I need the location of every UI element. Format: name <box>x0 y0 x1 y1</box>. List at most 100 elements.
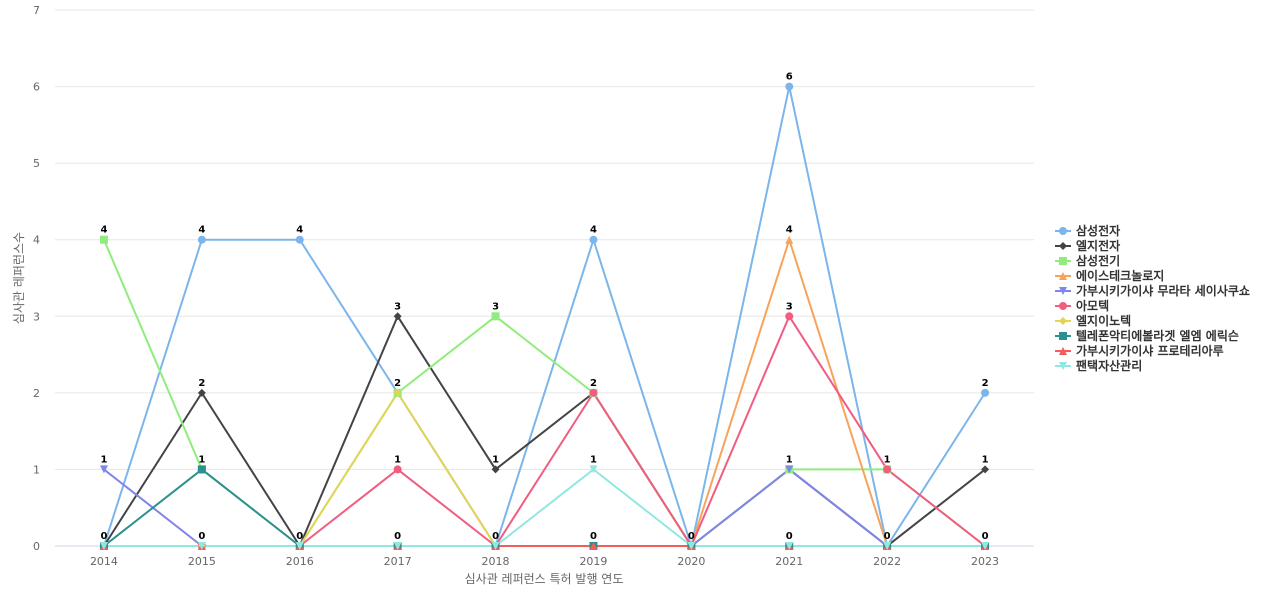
legend-item-label: 엘지전자 <box>1076 238 1120 253</box>
x-tick-label: 2023 <box>971 555 999 568</box>
x-tick-label: 2022 <box>873 555 901 568</box>
legend-marker <box>1059 242 1067 250</box>
data-point-marker <box>589 388 598 397</box>
data-label: 3 <box>394 301 401 312</box>
data-label: 2 <box>590 378 597 389</box>
data-label: 4 <box>296 225 303 236</box>
legend-item-label: 아모텍 <box>1076 298 1109 313</box>
data-point-marker <box>295 542 304 550</box>
data-label: 0 <box>492 531 499 542</box>
y-tick-label: 1 <box>33 463 40 476</box>
data-point-marker <box>295 235 304 244</box>
data-label: 1 <box>394 454 401 465</box>
legend-item-label: 텔레폰악티에볼라겟 엘엠 에릭슨 <box>1076 328 1239 343</box>
legend-marker <box>1059 272 1067 280</box>
legend-item-label: 에이스테크놀로지 <box>1076 268 1164 283</box>
data-label: 1 <box>982 454 989 465</box>
data-point-marker <box>687 542 696 550</box>
y-tick-label: 3 <box>33 310 40 323</box>
x-tick-label: 2014 <box>90 555 118 568</box>
data-point-marker <box>785 312 794 321</box>
data-label: 1 <box>884 454 891 465</box>
data-label: 0 <box>100 531 107 542</box>
legend-marker <box>1059 302 1067 310</box>
legend-item-label: 삼성전자 <box>1076 223 1120 238</box>
data-point-marker <box>491 465 500 474</box>
data-point-marker <box>197 465 206 474</box>
data-label: 1 <box>100 454 107 465</box>
data-point-marker <box>393 312 402 321</box>
data-point-marker <box>785 542 794 550</box>
data-point-marker <box>981 388 990 397</box>
data-label: 2 <box>198 378 205 389</box>
x-tick-label: 2015 <box>188 555 216 568</box>
legend-marker <box>1059 362 1067 370</box>
data-labels: 4 1 0 4 2 1 0 4 0 3 2 1 0 3 1 0 4 2 1 0 0 6 4 3 1 0 1 0 2 1 0 <box>100 72 988 542</box>
data-point-marker <box>491 542 500 550</box>
legend-item-label: 삼성전기 <box>1076 253 1120 268</box>
x-axis-ticks: 2014 2015 2016 2017 2018 2019 2020 2021 2022 2023 <box>90 555 999 568</box>
data-point-marker <box>981 465 990 474</box>
data-label: 4 <box>590 225 597 236</box>
data-label: 3 <box>786 301 793 312</box>
data-point-marker <box>393 542 402 550</box>
y-tick-label: 5 <box>33 157 40 170</box>
data-point-marker <box>393 388 402 397</box>
data-label: 1 <box>198 454 205 465</box>
legend-marker <box>1059 287 1067 295</box>
data-point-marker <box>785 82 794 91</box>
data-point-marker <box>589 235 598 244</box>
data-label: 6 <box>786 72 793 83</box>
data-label: 2 <box>394 378 401 389</box>
x-tick-label: 2016 <box>286 555 314 568</box>
legend-marker <box>1059 227 1067 235</box>
y-axis-ticks: 0 1 2 3 4 5 6 7 <box>33 4 40 553</box>
legend-marker <box>1059 347 1067 355</box>
data-point-marker <box>197 542 206 550</box>
y-tick-label: 2 <box>33 387 40 400</box>
data-label: 0 <box>688 531 695 542</box>
y-tick-label: 0 <box>33 540 40 553</box>
y-tick-label: 7 <box>33 4 40 17</box>
legend-marker <box>1059 332 1067 340</box>
data-label: 0 <box>296 531 303 542</box>
x-tick-label: 2017 <box>384 555 412 568</box>
series-line <box>102 85 986 547</box>
data-label: 4 <box>786 225 793 236</box>
data-label: 0 <box>198 531 205 542</box>
data-point-marker <box>589 542 598 550</box>
x-axis-title: 심사관 레퍼런스 특허 발행 연도 <box>465 571 624 586</box>
data-label: 4 <box>198 225 205 236</box>
series-markers <box>99 82 990 550</box>
legend-item-label: 엘지이노텍 <box>1076 313 1131 328</box>
data-label: 2 <box>982 378 989 389</box>
x-tick-label: 2019 <box>579 555 607 568</box>
legend-marker <box>1059 317 1067 325</box>
x-tick-label: 2021 <box>775 555 803 568</box>
data-label: 0 <box>786 531 793 542</box>
data-point-marker <box>883 542 892 550</box>
y-tick-label: 6 <box>33 81 40 94</box>
series-line <box>103 315 986 547</box>
legend-item-label: 가부시키가이샤 프로테리아루 <box>1076 343 1224 358</box>
data-point-marker <box>883 465 892 474</box>
data-label: 0 <box>590 531 597 542</box>
legend-item-label: 가부시키가이샤 무라타 세이사쿠쇼 <box>1076 283 1250 298</box>
data-label: 0 <box>982 531 989 542</box>
data-point-marker <box>393 465 402 474</box>
data-point-marker <box>491 312 500 321</box>
series-lines <box>102 85 986 547</box>
data-point-marker <box>99 235 108 244</box>
data-point-marker <box>99 542 108 550</box>
y-axis-title: 심사관 레퍼런스수 <box>12 232 26 324</box>
series-line <box>103 468 986 547</box>
data-label: 1 <box>492 454 499 465</box>
data-label: 3 <box>492 301 499 312</box>
data-point-marker <box>99 465 108 474</box>
data-label: 0 <box>884 531 891 542</box>
data-point-marker <box>981 542 990 550</box>
data-label: 0 <box>394 531 401 542</box>
